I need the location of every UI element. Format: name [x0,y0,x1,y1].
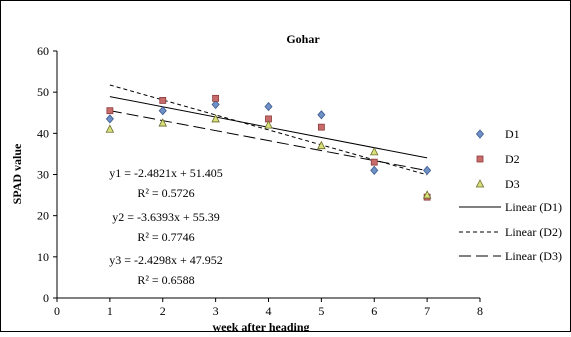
y-tick-label: 0 [43,291,49,305]
x-tick-label: 4 [266,304,272,318]
points-layer [105,94,432,201]
legend: D1 D2 D3 Linear (D1) Linear (D2) Linear (D3) [459,127,562,263]
r-squared-label: R² = 0.5726 [137,186,194,200]
data-point-d3 [211,114,220,123]
y-tick-label: 40 [37,126,49,140]
data-point-d3 [105,124,115,133]
legend-label: Linear (D3) [505,249,562,263]
data-point-d2 [106,107,114,115]
data-point-d2 [370,158,378,166]
y-tick-label: 30 [37,168,49,182]
y-tick-label: 60 [37,44,49,58]
data-point-d2 [159,97,167,104]
data-point-d1 [317,110,326,120]
data-point-d2 [212,94,220,102]
data-point-d1 [370,165,379,175]
y-tick-label: 10 [37,250,49,264]
axes-layer: 0 10 20 30 40 50 60 0 1 2 3 4 5 6 7 8 [37,44,483,318]
x-tick-label: 5 [318,304,324,318]
r-squared-label: R² = 0.7746 [137,230,194,244]
legend-label: Linear (D2) [505,225,562,239]
x-axis-label: week after heading [212,320,309,332]
legend-marker [475,129,485,139]
x-tick-label: 3 [213,304,219,318]
data-point-d3 [422,190,432,199]
x-tick-label: 7 [424,304,430,318]
y-tick-label: 20 [37,209,49,223]
regression-equation: y2 = -3.6393x + 55.39 [112,210,220,224]
chart-title: Gohar [286,32,320,46]
legend-label: D2 [505,152,520,166]
data-point-d1 [158,106,167,116]
legend-marker [476,155,484,163]
legend-label: D3 [505,177,520,191]
x-tick-label: 6 [371,304,377,318]
data-point-d3 [369,146,379,156]
data-point-d1 [423,165,432,175]
legend-marker [475,179,485,188]
regression-equation: y3 = -2.4298x + 47.952 [109,253,223,267]
y-tick-label: 50 [37,85,49,99]
data-point-d3 [158,118,168,127]
x-tick-label: 0 [54,304,60,318]
x-tick-label: 8 [477,304,483,318]
data-point-d3 [317,140,326,150]
data-point-d1 [264,101,273,112]
data-point-d1 [211,99,220,110]
data-point-d3 [264,120,273,129]
x-tick-label: 2 [160,304,166,318]
data-point-d2 [317,123,325,131]
y-axis-label: SPAD value [10,143,24,204]
annotations-layer: y1 = -2.4821x + 51.405 R² = 0.5726 y2 = -3… [109,166,223,287]
legend-label: Linear (D1) [505,200,562,214]
r-squared-label: R² = 0.6588 [137,273,194,287]
x-tick-label: 1 [107,304,113,318]
legend-label: D1 [505,127,520,141]
regression-equation: y1 = -2.4821x + 51.405 [109,166,223,180]
data-point-d1 [105,114,114,124]
